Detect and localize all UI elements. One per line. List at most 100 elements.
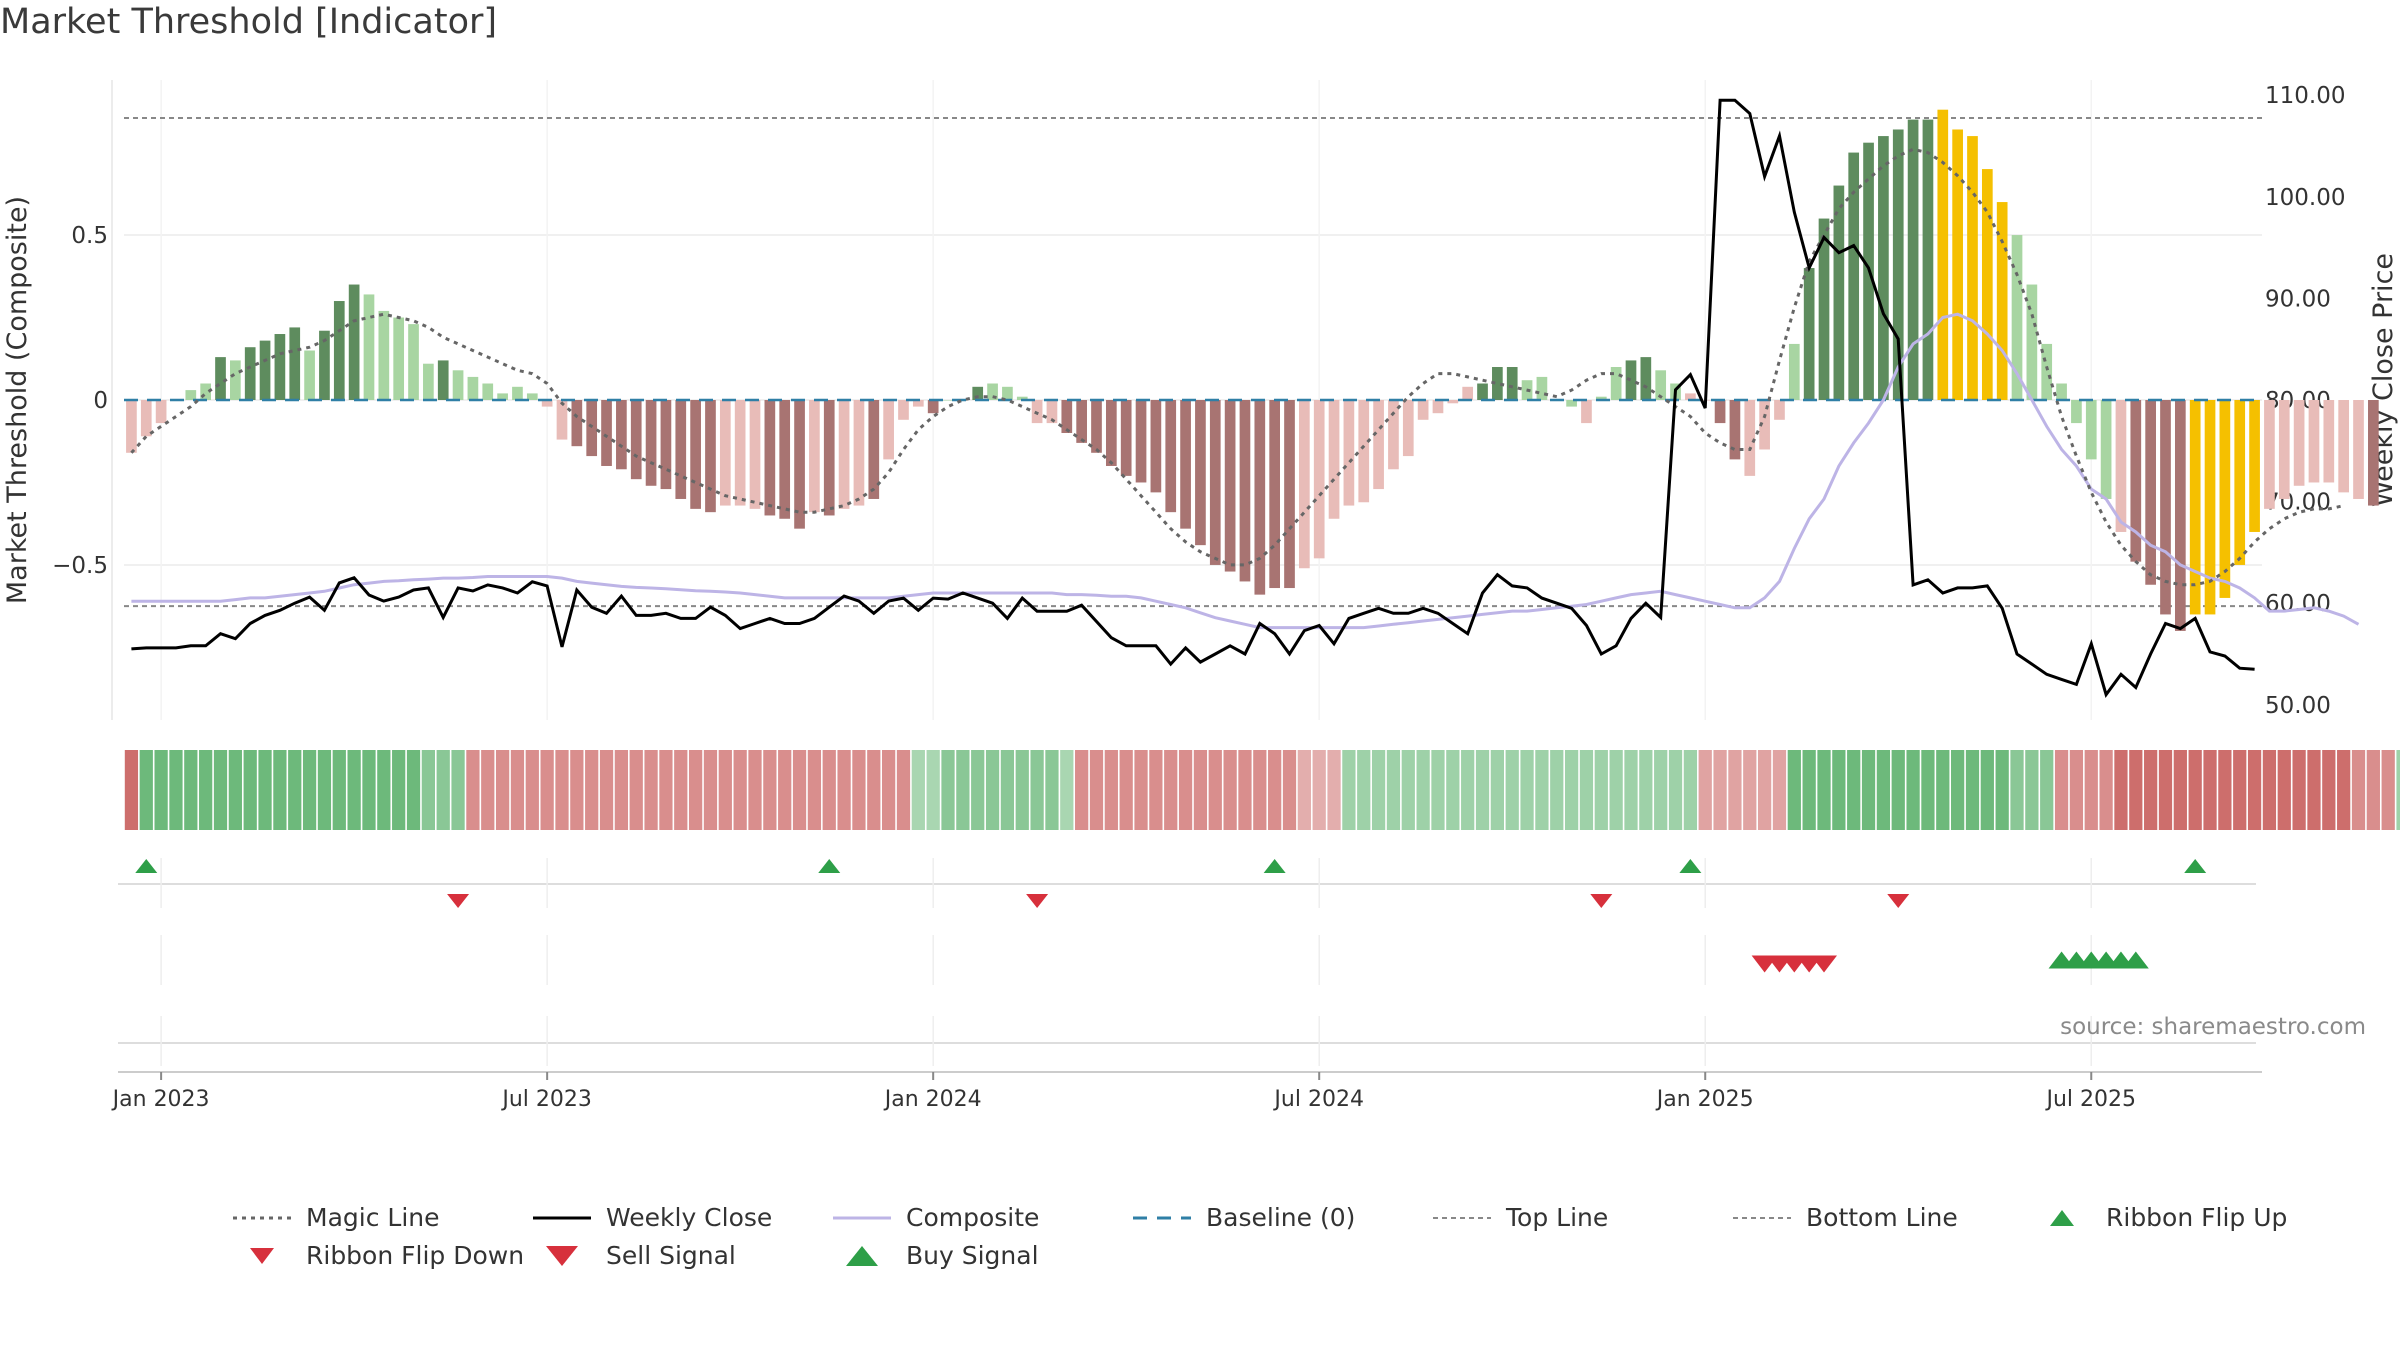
legend-swatch: [250, 1248, 274, 1264]
histogram-bar: [1685, 393, 1696, 400]
legend-label: Ribbon Flip Up: [2106, 1203, 2287, 1232]
legend-swatch: [2050, 1210, 2074, 1226]
histogram-bar: [1091, 400, 1102, 453]
y2-tick-label: 70.00: [2265, 490, 2331, 516]
ribbon-cell: [139, 750, 153, 830]
ribbon-cell: [2084, 750, 2098, 830]
x-tick-label: Jul 2025: [2044, 1087, 2136, 1112]
ribbon-cell: [243, 750, 257, 830]
ribbon-cell: [1178, 750, 1193, 830]
histogram-bar: [1595, 396, 1607, 400]
legend-swatch: [546, 1246, 578, 1266]
histogram-bar: [452, 370, 464, 400]
histogram-bar: [1506, 367, 1518, 400]
ribbon-cell: [377, 750, 391, 830]
histogram-bar: [1269, 400, 1281, 589]
histogram-bar: [2130, 400, 2142, 562]
histogram-bar: [2353, 400, 2364, 499]
ribbon-cell: [1520, 750, 1534, 830]
ribbon-cell: [1371, 750, 1386, 830]
ribbon-cell: [629, 750, 643, 830]
ribbon-cell: [1713, 750, 1727, 830]
ribbon-cell: [1698, 750, 1712, 830]
ribbon-cell: [1535, 750, 1549, 830]
ribbon-cell: [1594, 750, 1608, 830]
legend-item: Composite: [833, 1203, 1039, 1232]
histogram-bar: [2249, 400, 2260, 532]
histogram-bar: [408, 324, 419, 400]
legend-label: Bottom Line: [1806, 1203, 1958, 1232]
histogram-bar: [616, 400, 627, 470]
legend-label: Weekly Close: [606, 1203, 772, 1232]
histogram-bar: [705, 400, 716, 513]
ribbon-cell: [228, 750, 242, 830]
histogram-bar: [764, 400, 776, 516]
x-tick-label: Jan 2024: [883, 1087, 982, 1112]
ribbon-cell: [1906, 750, 1920, 830]
legend-label: Baseline (0): [1206, 1203, 1355, 1232]
ribbon-cell: [362, 750, 376, 830]
ribbon-cell: [2040, 750, 2054, 830]
ribbon-cell: [1416, 750, 1430, 830]
ribbon-cell: [1980, 750, 1994, 830]
histogram-bar: [2026, 284, 2038, 400]
histogram-bar: [1566, 400, 1577, 407]
histogram-bar: [645, 400, 657, 486]
magic-line: [130, 147, 2345, 587]
ribbon-cell: [2203, 750, 2217, 830]
ribbon-cell: [896, 750, 911, 830]
ribbon-cell: [1490, 750, 1504, 830]
histogram-bar: [1536, 376, 1548, 400]
ribbon-cell: [852, 750, 866, 830]
histogram-bar: [2115, 400, 2127, 532]
ribbon-cell: [2054, 750, 2069, 830]
ribbon-cell: [1951, 750, 1965, 830]
ribbon-cell: [2337, 750, 2351, 830]
histogram-bar: [1492, 367, 1503, 400]
x-tick-label: Jul 2024: [1272, 1087, 1364, 1112]
ribbon-cell: [1639, 750, 1653, 830]
histogram-bar: [1477, 383, 1488, 400]
histogram-bar: [556, 400, 568, 440]
source-note: source: sharemaestro.com: [2060, 1014, 2366, 1040]
ribbon-cell: [2025, 750, 2039, 830]
histogram-bar: [2278, 400, 2290, 499]
histogram-bar: [734, 400, 746, 506]
ribbon-cell: [1164, 750, 1178, 830]
histogram-bar: [1803, 268, 1815, 400]
histogram-bar: [1788, 343, 1800, 400]
ribbon-cell: [302, 750, 317, 830]
ribbon-cell: [1891, 750, 1905, 830]
histogram-bar: [1774, 400, 1785, 420]
y2-tick-label: 60.00: [2265, 591, 2331, 617]
y-tick-label: −0.5: [52, 553, 108, 579]
ribbon-cell: [1193, 750, 1208, 830]
legend-label: Buy Signal: [906, 1241, 1039, 1270]
composite-line: [131, 312, 2360, 630]
histogram-bar: [1373, 400, 1384, 490]
histogram-bar: [1209, 400, 1221, 565]
ribbon-cell: [258, 750, 272, 830]
histogram-bar: [1150, 400, 1162, 493]
histogram-bar: [2204, 400, 2216, 615]
histogram-bar: [2071, 400, 2082, 424]
histogram-bar: [512, 386, 523, 400]
histogram-bar: [1031, 400, 1043, 424]
ribbon-cell: [1995, 750, 2009, 830]
histogram-bar: [823, 400, 835, 516]
ribbon-cell: [2114, 750, 2128, 830]
x-tick-label: Jan 2023: [111, 1087, 210, 1112]
histogram-bar: [1907, 119, 1919, 400]
y-tick-label: 0.5: [71, 223, 108, 249]
ribbon-cell: [882, 750, 896, 830]
ribbon-cell: [525, 750, 539, 830]
ribbon-cell: [1045, 750, 1059, 830]
histogram-bar: [853, 400, 865, 506]
ribbon-cell: [674, 750, 688, 830]
histogram-bar: [185, 390, 197, 400]
ribbon-flip-up-marker: [1679, 859, 1702, 873]
ribbon-cell: [1654, 750, 1668, 830]
ribbon-cell: [733, 750, 747, 830]
histogram-bar: [883, 400, 894, 460]
ribbon-cell: [1728, 750, 1742, 830]
